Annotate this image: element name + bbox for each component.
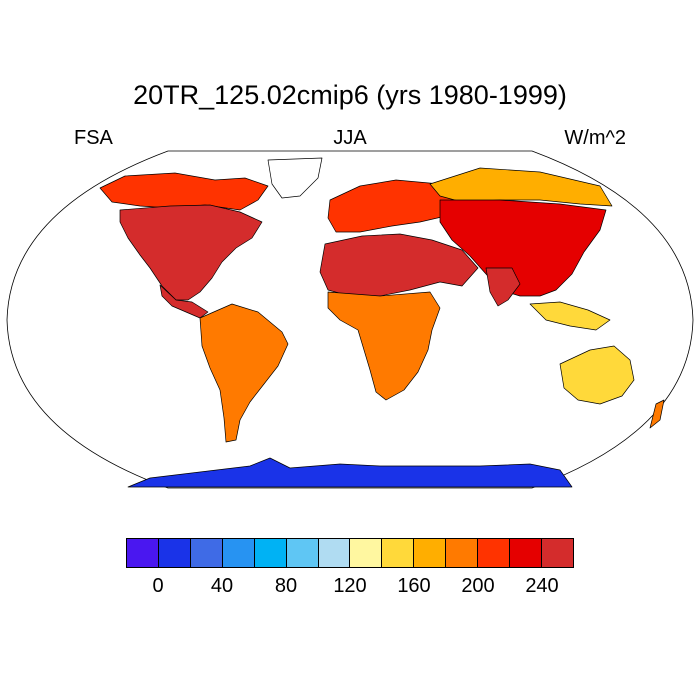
land-north-canada — [99, 172, 269, 211]
colorbar-box — [157, 539, 190, 567]
colorbar-box — [317, 539, 350, 567]
colorbar-box — [189, 539, 222, 567]
land-greenland — [267, 157, 323, 199]
colorbar-box — [221, 539, 254, 567]
colorbar-box — [477, 539, 510, 567]
land-australia — [559, 345, 635, 405]
units-label: W/m^2 — [564, 127, 626, 149]
colorbar-box — [285, 539, 318, 567]
colorbar-tick-label: 160 — [397, 575, 431, 597]
colorbar — [126, 538, 574, 568]
land-antarctica — [127, 457, 573, 488]
land-new-zealand — [649, 399, 665, 429]
land-south-america — [199, 303, 289, 443]
colorbar-box — [349, 539, 382, 567]
colorbar-box — [540, 539, 573, 567]
land-europe — [327, 179, 459, 233]
land-asia — [439, 199, 607, 297]
colorbar-tick-label: 200 — [461, 575, 495, 597]
colorbar-tick-label: 80 — [274, 575, 298, 597]
colorbar-box — [253, 539, 286, 567]
season-label: JJA — [333, 127, 367, 149]
land-india — [485, 267, 521, 307]
land-southeast-asia — [529, 301, 611, 331]
colorbar-box — [445, 539, 478, 567]
colorbar-box — [381, 539, 414, 567]
colorbar-tick-label: 40 — [210, 575, 234, 597]
land-north-america — [119, 204, 263, 301]
land-africa — [327, 291, 441, 401]
colorbar-box — [413, 539, 446, 567]
colorbar-tick-label: 120 — [333, 575, 367, 597]
plot-title: 20TR_125.02cmip6 (yrs 1980-1999) — [133, 80, 567, 110]
colorbar-tick-label: 240 — [525, 575, 559, 597]
colorbar-tick-label: 0 — [152, 575, 164, 597]
variable-label: FSA — [74, 127, 113, 149]
colorbar-box — [127, 539, 158, 567]
colorbar-box — [509, 539, 541, 567]
land-sahara-middle-east — [319, 233, 479, 297]
